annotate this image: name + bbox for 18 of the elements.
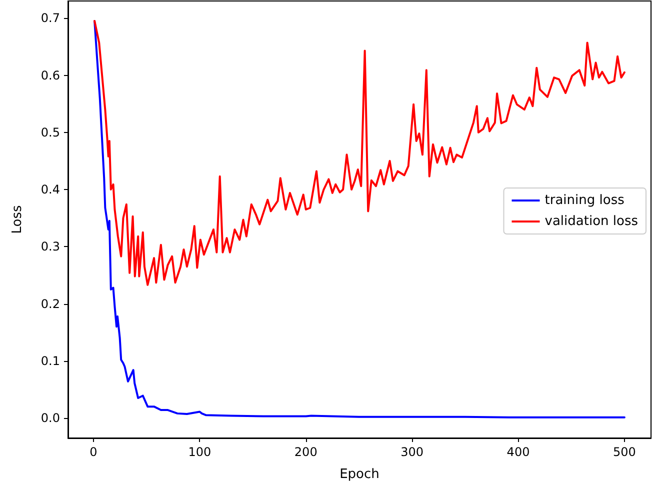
legend-label: validation loss [544, 214, 638, 229]
y-tick-label: 0.0 [40, 411, 60, 426]
x-axis-title: Epoch [340, 467, 380, 482]
y-axis-title: Loss [10, 205, 25, 234]
x-tick-label: 500 [613, 445, 636, 459]
x-tick-label: 300 [400, 445, 424, 459]
y-tick-label: 0.1 [40, 354, 60, 368]
y-tick-label: 0.4 [40, 182, 60, 197]
x-tick-label: 400 [506, 445, 530, 459]
y-tick-label: 0.7 [40, 11, 60, 26]
x-tick-label: 100 [188, 445, 212, 459]
x-tick-label: 0 [90, 445, 98, 459]
legend-label: training loss [544, 193, 625, 208]
y-tick-label: 0.5 [40, 125, 60, 140]
y-tick-label: 0.3 [40, 240, 60, 254]
y-tick-label: 0.6 [40, 68, 60, 82]
x-tick-label: 200 [294, 445, 318, 459]
y-tick-label: 0.2 [40, 296, 60, 311]
